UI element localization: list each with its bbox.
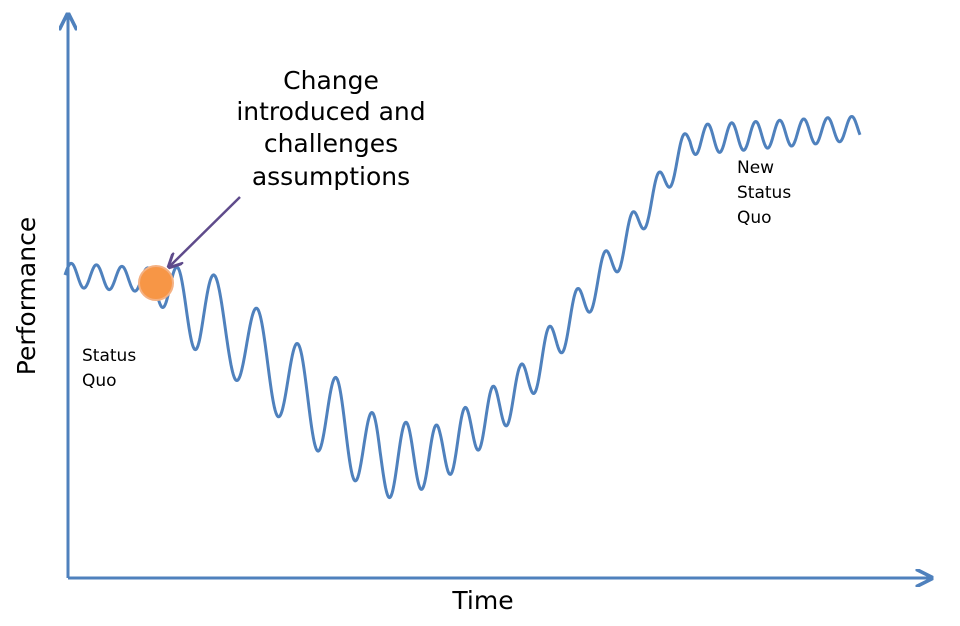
annotation-line: challenges [264, 129, 398, 158]
y-axis-label: Performance [12, 217, 41, 375]
annotation-line: Change [283, 66, 379, 95]
change-point [138, 265, 174, 301]
performance-curve [63, 115, 862, 500]
annotation-line: introduced and [236, 97, 425, 126]
end-label-line: Quo [737, 208, 772, 228]
x-axis-label: Time [451, 586, 513, 615]
end-label-line: Status [737, 183, 791, 203]
start-label-line: Quo [82, 371, 117, 391]
annotation-line: assumptions [252, 162, 410, 191]
annotation-arrow [170, 196, 241, 266]
start-label-line: Status [82, 346, 136, 366]
end-label-line: New [737, 158, 774, 178]
